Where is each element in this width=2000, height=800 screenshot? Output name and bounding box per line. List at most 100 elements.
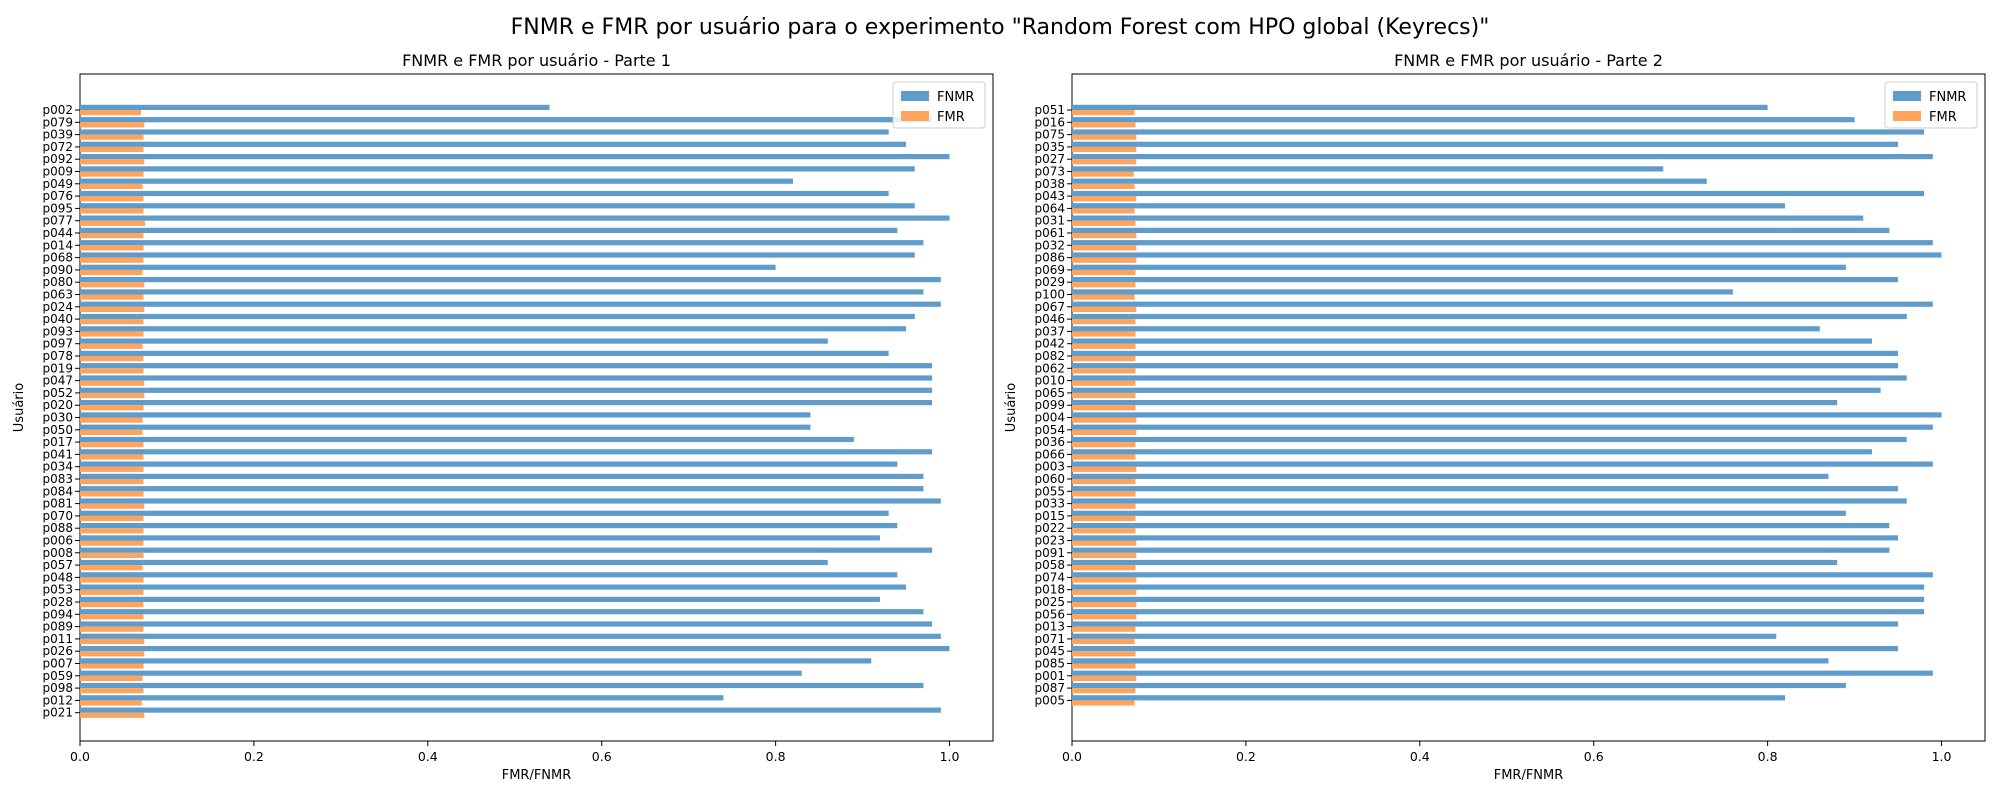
y-tick-label-p066: p066 (1034, 447, 1065, 461)
bar-fmr-p099 (1072, 405, 1136, 411)
bar-fmr-p087 (1072, 688, 1136, 694)
bar-fmr-p063 (80, 294, 144, 300)
bar-fnmr-p039 (80, 129, 889, 135)
bar-fmr-p070 (80, 515, 144, 522)
bar-fnmr-p019 (80, 363, 933, 369)
y-tick-label-p064: p064 (1034, 201, 1065, 215)
bar-fmr-p065 (1072, 392, 1136, 399)
bar-fnmr-p074 (1072, 572, 1933, 578)
y-tick-label-p081: p081 (42, 497, 73, 511)
bar-fmr-p092 (80, 159, 145, 165)
bar-fmr-p049 (80, 183, 143, 189)
bar-fmr-p022 (1072, 528, 1136, 534)
bar-fmr-p058 (1072, 565, 1136, 571)
bar-fnmr-p033 (1072, 498, 1907, 504)
bar-fmr-p005 (1072, 700, 1135, 706)
bar-fnmr-p017 (80, 436, 854, 443)
y-tick-label-p098: p098 (42, 681, 73, 695)
bar-fmr-p032 (1072, 245, 1137, 251)
bar-fnmr-p014 (80, 240, 924, 246)
bar-fnmr-p020 (80, 400, 933, 406)
bar-fmr-p074 (1072, 577, 1137, 583)
bar-fmr-p057 (80, 565, 143, 571)
x-tick-label: 0.2 (244, 749, 264, 764)
bar-fnmr-p038 (1072, 178, 1707, 184)
bar-fnmr-p048 (80, 572, 898, 578)
y-tick-label-p057: p057 (42, 558, 73, 572)
y-tick-label-p085: p085 (1034, 657, 1065, 671)
bar-fnmr-p021 (80, 707, 941, 713)
bar-fnmr-p057 (80, 559, 828, 566)
bar-fmr-p008 (80, 552, 144, 558)
bar-fmr-p067 (1072, 306, 1137, 312)
legend-label-fmr: FMR (1929, 110, 1957, 125)
bar-fmr-p046 (1072, 319, 1136, 325)
bar-fmr-p091 (1072, 552, 1137, 558)
bar-fnmr-p040 (80, 313, 915, 320)
bar-fnmr-p090 (80, 264, 776, 270)
bar-fnmr-p087 (1072, 682, 1846, 689)
bar-fnmr-p002 (80, 104, 550, 110)
bar-fmr-p031 (1072, 220, 1136, 226)
y-tick-label-p021: p021 (42, 706, 73, 720)
y-tick-label-p017: p017 (42, 435, 73, 449)
bar-fmr-p051 (1072, 110, 1135, 116)
bar-fmr-p030 (80, 417, 143, 423)
bar-fmr-p038 (1072, 183, 1135, 189)
y-tick-label-p015: p015 (1034, 509, 1065, 523)
bar-fmr-p088 (80, 528, 144, 534)
y-tick-label-p097: p097 (42, 337, 73, 351)
y-tick-label-p011: p011 (42, 632, 73, 646)
bar-fmr-p073 (1072, 171, 1134, 177)
y-tick-label-p005: p005 (1034, 693, 1065, 707)
y-tick-label-p004: p004 (1034, 411, 1065, 425)
bar-fnmr-p043 (1072, 190, 1925, 197)
y-tick-label-p025: p025 (1034, 595, 1065, 609)
y-tick-label-p036: p036 (1034, 435, 1065, 449)
y-tick-label-p016: p016 (1034, 115, 1065, 129)
y-tick-label-p077: p077 (42, 214, 73, 228)
bar-fnmr-p049 (80, 178, 794, 184)
bar-fmr-p052 (80, 392, 145, 399)
bar-fmr-p047 (80, 380, 145, 386)
bar-fnmr-p015 (1072, 510, 1846, 516)
y-tick-label-p099: p099 (1034, 398, 1065, 412)
bar-fnmr-p079 (80, 117, 933, 123)
x-tick-label: 0.6 (1584, 749, 1604, 764)
x-tick-label: 0.4 (418, 749, 438, 764)
y-tick-label-p075: p075 (1034, 128, 1065, 142)
bar-fnmr-p062 (1072, 363, 1899, 369)
bar-fmr-p033 (1072, 503, 1136, 509)
bar-fnmr-p091 (1072, 547, 1890, 553)
y-tick-label-p001: p001 (1034, 669, 1065, 683)
bar-fnmr-p076 (80, 190, 889, 197)
bar-fmr-p079 (80, 122, 145, 128)
y-tick-label-p033: p033 (1034, 497, 1065, 511)
bar-fmr-p068 (80, 257, 144, 263)
y-tick-label-p068: p068 (42, 251, 73, 265)
bar-fmr-p098 (80, 688, 144, 694)
bar-fnmr-p053 (80, 584, 907, 590)
bar-fmr-p029 (1072, 282, 1136, 288)
y-tick-label-p048: p048 (42, 570, 73, 584)
legend-swatch-fmr (901, 111, 929, 121)
bar-fnmr-p023 (1072, 535, 1899, 541)
legend-swatch-fnmr (1893, 91, 1921, 101)
y-tick-label-p039: p039 (42, 128, 73, 142)
bar-fnmr-p044 (80, 227, 898, 233)
y-tick-label-p014: p014 (42, 238, 73, 252)
bar-fnmr-p027 (1072, 154, 1933, 160)
y-tick-label-p078: p078 (42, 349, 73, 363)
bar-fnmr-p089 (80, 621, 933, 627)
bar-fmr-p061 (1072, 233, 1137, 239)
y-tick-label-p032: p032 (1034, 238, 1065, 252)
bar-fmr-p053 (80, 589, 144, 595)
bar-fmr-p002 (80, 110, 141, 116)
bar-fmr-p072 (80, 146, 144, 153)
bar-fmr-p089 (80, 626, 144, 632)
bar-fnmr-p080 (80, 277, 941, 283)
bar-fmr-p017 (80, 442, 144, 448)
y-tick-label-p043: p043 (1034, 189, 1065, 203)
bar-fmr-p014 (80, 245, 144, 251)
